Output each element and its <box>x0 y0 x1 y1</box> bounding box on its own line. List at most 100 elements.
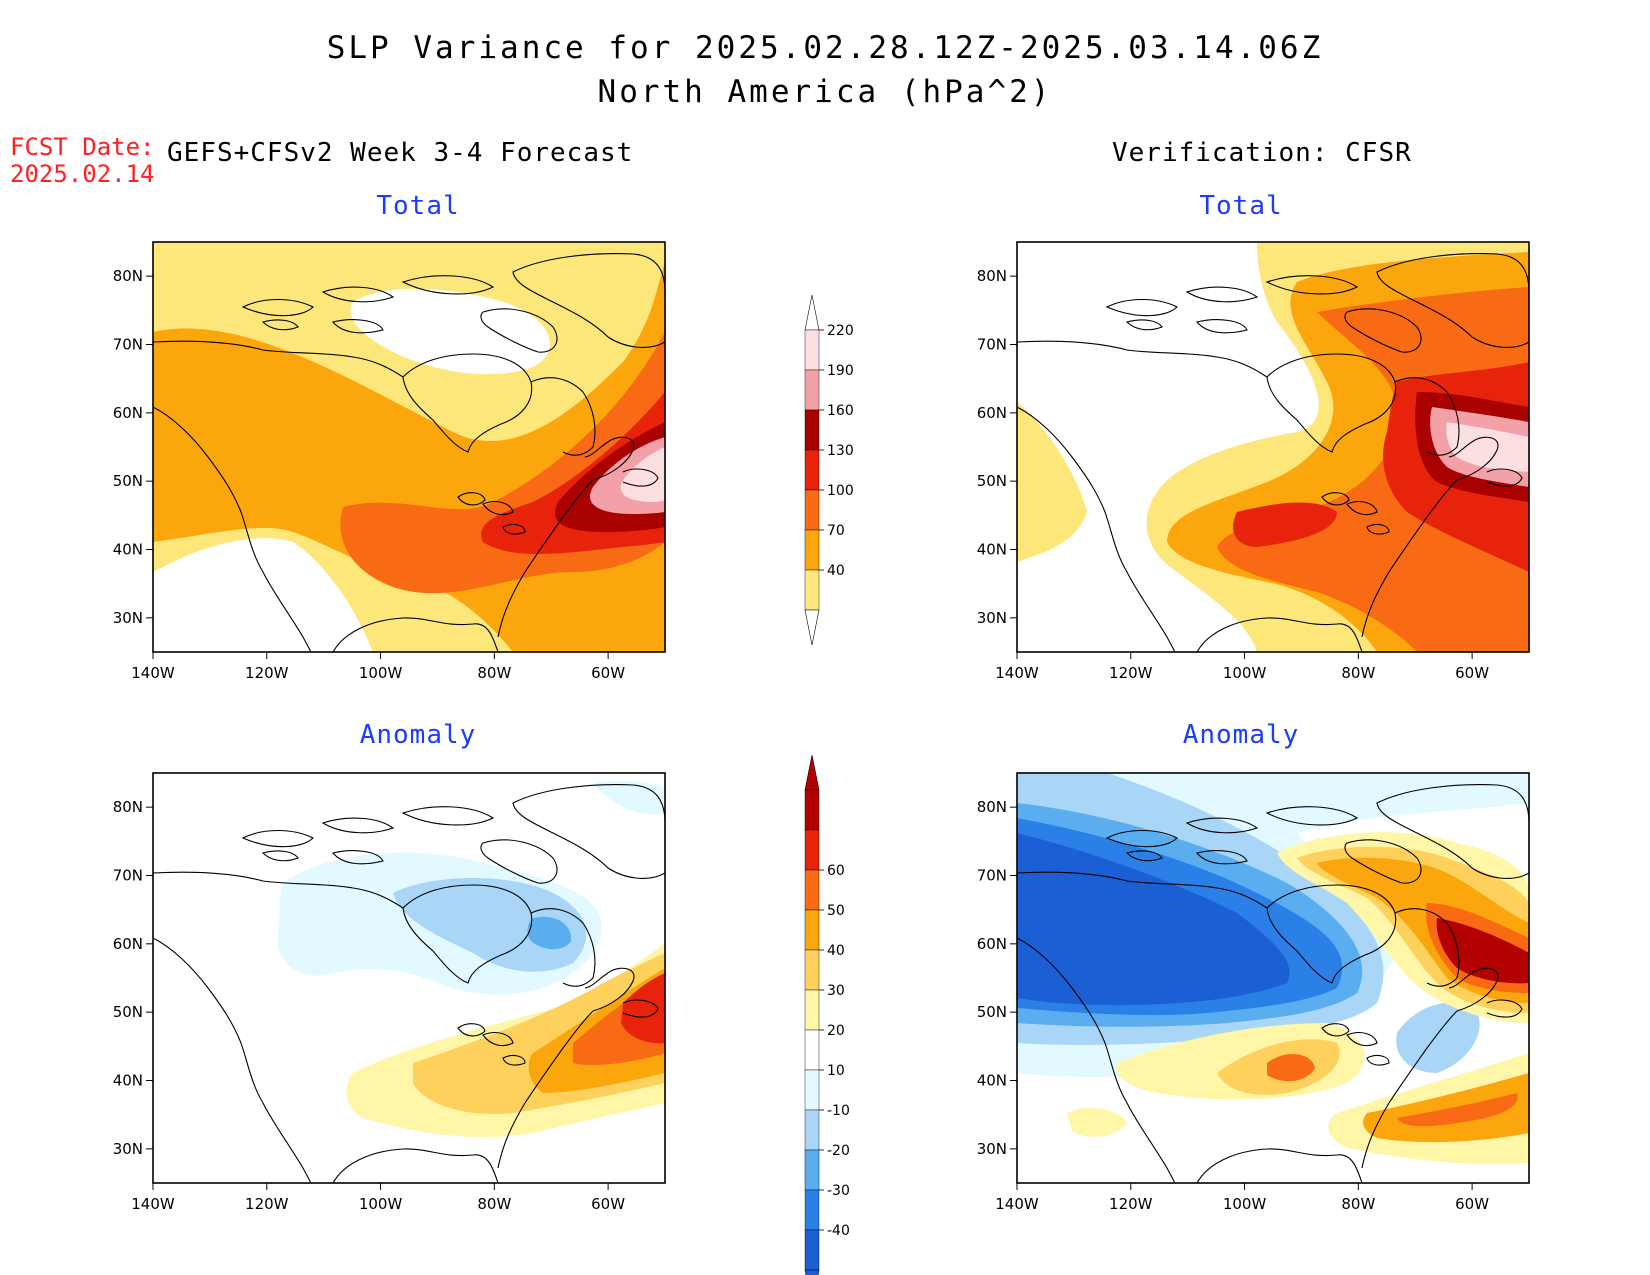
coastline <box>1105 806 1359 865</box>
coastline <box>332 617 499 652</box>
colorbar-segment <box>804 789 820 831</box>
panel-frame <box>152 772 666 1184</box>
colorbar-label: 20 <box>827 1023 845 1039</box>
field-fill <box>1067 1107 1127 1137</box>
panel-frame <box>1016 772 1530 1184</box>
colorbar-segment <box>804 1069 820 1111</box>
colorbar-label: 100 <box>827 483 854 499</box>
y-tick-label: 80N <box>113 798 143 816</box>
y-tick-label: 50N <box>113 1003 143 1021</box>
panel-verification-anomaly <box>1017 773 1529 1183</box>
colorbar-segment <box>804 329 820 371</box>
coastline <box>457 1023 526 1066</box>
y-tick-label: 40N <box>113 1072 143 1090</box>
colorbar-label: -10 <box>827 1103 850 1119</box>
coastline <box>497 1010 594 1169</box>
colorbar-segment <box>804 489 820 531</box>
colorbar-segment <box>804 1149 820 1191</box>
coastline <box>1448 967 1523 1018</box>
x-tick-label: 100W <box>359 1195 403 1213</box>
coastline <box>1017 406 1176 652</box>
colorbar-segment <box>804 1229 820 1271</box>
colorbar-label: 190 <box>827 363 854 379</box>
coastline <box>402 884 533 984</box>
colorbar-segment <box>804 369 820 411</box>
colorbar-segment <box>804 1029 820 1071</box>
y-tick-label: 40N <box>113 541 143 559</box>
panel-title-forecast-anomaly: Anomaly <box>359 720 477 750</box>
coastline <box>457 492 526 535</box>
y-tick-label: 30N <box>977 1140 1007 1158</box>
coastline <box>1361 479 1458 638</box>
coastlines <box>153 784 665 1183</box>
field-fill <box>393 878 587 972</box>
panel-title-forecast-total: Total <box>376 191 460 221</box>
field-fill <box>1363 1073 1529 1143</box>
colorbar-label: 40 <box>827 563 845 579</box>
coastline <box>1321 1023 1390 1066</box>
x-tick-label: 60W <box>591 1195 625 1213</box>
colorbar-segment <box>804 529 820 571</box>
x-tick-label: 120W <box>1109 1195 1153 1213</box>
colorbar-segment <box>804 989 820 1031</box>
left-column-header: GEFS+CFSv2 Week 3-4 Forecast <box>167 138 634 168</box>
coastlines <box>153 253 665 652</box>
colorbar-segment <box>804 409 820 451</box>
coastline <box>1361 1010 1458 1169</box>
field-fill <box>621 973 665 1044</box>
y-tick-label: 70N <box>113 867 143 885</box>
coastlines <box>1017 253 1529 652</box>
x-tick-label: 100W <box>359 664 403 682</box>
main-subtitle: North America (hPa^2) <box>597 74 1053 110</box>
coastline <box>241 275 495 334</box>
colorbar-total: 40 70 100 130 160 190 220 <box>804 294 854 646</box>
coastline <box>1376 253 1529 348</box>
colorbar-label: 130 <box>827 443 854 459</box>
field-fill <box>350 288 550 375</box>
coastline <box>512 253 665 348</box>
colorbar-label: 70 <box>827 523 845 539</box>
colorbar-label: 50 <box>827 903 845 919</box>
colorbar-anomaly: -40 -30 -20 -10 10 20 30 40 50 60 <box>804 754 850 1275</box>
colorbar-segment <box>804 569 820 611</box>
coastline <box>1017 340 1268 378</box>
field-fill <box>1396 1002 1480 1073</box>
panel-verification-total <box>1017 242 1529 652</box>
colorbar-segment <box>804 829 820 871</box>
x-tick-label: 80W <box>1341 664 1375 682</box>
coastline <box>1376 784 1529 879</box>
coastline <box>153 871 404 909</box>
colorbar-top-arrow <box>804 294 820 331</box>
y-tick-label: 60N <box>113 404 143 422</box>
colorbar-label: -30 <box>827 1183 850 1199</box>
x-tick-label: 60W <box>1455 1195 1489 1213</box>
y-tick-label: 70N <box>113 336 143 354</box>
coastline <box>1394 908 1460 987</box>
coastline <box>480 839 558 884</box>
coastline <box>332 1148 499 1183</box>
panel-frame <box>1016 241 1530 653</box>
x-tick-label: 80W <box>477 1195 511 1213</box>
y-tick-label: 30N <box>977 609 1007 627</box>
colorbar-segment <box>804 909 820 951</box>
colorbar-segment <box>804 1109 820 1151</box>
colorbar-bottom-arrow <box>804 609 820 646</box>
colorbar-label: 220 <box>827 323 854 339</box>
panel-frame <box>152 241 666 653</box>
colorbar-top-arrow <box>804 754 820 791</box>
x-tick-label: 140W <box>995 664 1039 682</box>
field-fill <box>593 780 665 815</box>
colorbar-label: -20 <box>827 1143 850 1159</box>
coastline <box>1344 308 1422 353</box>
panel-title-verification-anomaly: Anomaly <box>1182 720 1300 750</box>
coastline <box>1017 937 1176 1183</box>
y-tick-label: 60N <box>977 935 1007 953</box>
field-fill <box>1436 918 1529 984</box>
colorbar-label: 40 <box>827 943 845 959</box>
coastlines <box>1017 784 1529 1183</box>
coastline <box>1196 617 1363 652</box>
coastline <box>1266 884 1397 984</box>
x-tick-label: 140W <box>131 1195 175 1213</box>
panel-forecast-total <box>153 242 665 652</box>
